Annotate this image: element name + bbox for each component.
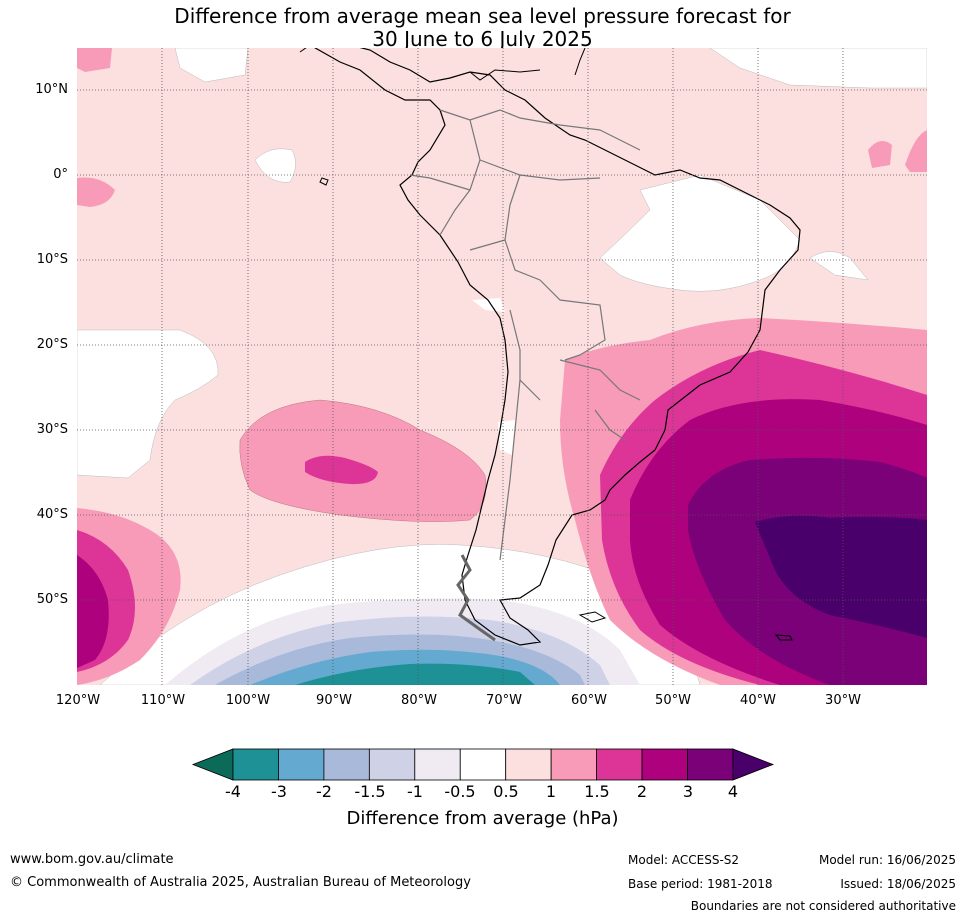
map-title-line-1: Difference from average mean sea level p… xyxy=(174,4,791,28)
country-borders-north xyxy=(409,129,641,191)
lon-label-50w: 50°W xyxy=(655,693,691,708)
caribbean-coastline xyxy=(299,48,586,81)
anomaly-band-above-4-atlantic xyxy=(755,515,927,638)
model-label: Model: ACCESS-S2 xyxy=(628,853,740,867)
south-america-coastline xyxy=(314,48,801,646)
lon-label-110w: 110°W xyxy=(140,693,186,708)
colorbar-swatch xyxy=(596,748,643,781)
map-title-line-2: 30 June to 6 July 2025 xyxy=(372,27,593,51)
colorbar-tick: 1.5 xyxy=(584,782,610,801)
issued-label: Issued: 18/06/2025 xyxy=(840,877,956,891)
neutral-region-west-pacific xyxy=(77,329,219,479)
colorbar-tick: -1.5 xyxy=(354,782,386,801)
copyright-text: © Commonwealth of Australia 2025, Austra… xyxy=(10,875,471,890)
graticule xyxy=(77,48,927,685)
colorbar-tick: -2 xyxy=(316,782,332,801)
colorbar-swatch xyxy=(414,748,461,781)
lon-label-80w: 80°W xyxy=(401,693,437,708)
colorbar-swatch xyxy=(641,748,688,781)
colorbar-swatch xyxy=(505,748,552,781)
colorbar-swatch xyxy=(368,748,416,781)
lat-label-50s: 50°S xyxy=(36,592,68,607)
lat-label-10n: 10°N xyxy=(35,82,68,97)
galapagos-islands xyxy=(319,177,329,186)
anomaly-band-minus-4-minus-3 xyxy=(295,663,535,685)
colorbar-tick: 4 xyxy=(727,782,739,801)
lon-label-120w: 120°W xyxy=(55,693,101,708)
model-run-label: Model run: 16/06/2025 xyxy=(818,853,956,867)
neutral-region-pacific xyxy=(254,148,296,183)
lon-label-100w: 100°W xyxy=(225,693,271,708)
colorbar-tick: -3 xyxy=(271,782,287,801)
anomaly-band-1-1.5-pacific xyxy=(239,399,487,522)
colorbar-swatch xyxy=(687,748,734,781)
lat-label-20s: 20°S xyxy=(36,337,68,352)
lon-label-70w: 70°W xyxy=(486,693,522,708)
colorbar-tick: 3 xyxy=(682,782,694,801)
lon-label-90w: 90°W xyxy=(316,693,352,708)
colorbar-tick: 0.5 xyxy=(493,782,519,801)
neutral-region-atlantic xyxy=(809,251,869,281)
lat-label-30s: 30°S xyxy=(36,422,68,437)
pressure-anomaly-field xyxy=(77,48,927,685)
colorbar-swatch xyxy=(323,748,370,781)
colorbar-extend-low xyxy=(191,748,234,781)
colorbar-swatch xyxy=(550,748,598,781)
anomaly-band-2-3-west xyxy=(77,555,109,668)
colorbar-swatch xyxy=(232,748,279,781)
anomaly-band-1.5-2-pacific xyxy=(305,455,378,485)
colorbar-title: Difference from average (hPa) xyxy=(346,808,619,829)
base-period-label: Base period: 1981-2018 xyxy=(628,877,773,891)
colorbar-swatch xyxy=(278,748,325,781)
anomaly-band-1-1.5-east-2 xyxy=(905,130,927,172)
colorbar-extend-high xyxy=(732,748,775,781)
website-link[interactable]: www.bom.gov.au/climate xyxy=(10,852,174,867)
colorbar xyxy=(191,748,775,781)
south-georgia xyxy=(774,634,793,641)
colorbar-tick: -0.5 xyxy=(444,782,476,801)
chile-fjords xyxy=(456,554,496,642)
lon-label-60w: 60°W xyxy=(571,693,607,708)
lon-label-40w: 40°W xyxy=(740,693,776,708)
neutral-region-chile xyxy=(498,420,515,455)
anomaly-band-1-1.5-east-1 xyxy=(868,141,892,168)
anomaly-band-1-1.5-northwest xyxy=(77,48,112,72)
anomaly-band-1-1.5-west-equator xyxy=(77,177,115,207)
lat-label-0: 0° xyxy=(53,167,68,182)
lat-label-40s: 40°S xyxy=(36,507,68,522)
neutral-region-brazil xyxy=(599,174,801,292)
lat-label-10s: 10°S xyxy=(36,252,68,267)
neutral-region-north xyxy=(174,48,249,83)
colorbar-tick: 1 xyxy=(545,782,557,801)
colorbar-tick: -1 xyxy=(407,782,423,801)
falkland-islands xyxy=(578,611,607,623)
disclaimer-text: Boundaries are not considered authoritat… xyxy=(690,899,956,913)
neutral-region-northeast xyxy=(709,48,927,89)
colorbar-swatch xyxy=(459,748,507,781)
colorbar-tick: 2 xyxy=(636,782,648,801)
colorbar-tick: -4 xyxy=(225,782,241,801)
neutral-region-andes xyxy=(472,298,505,312)
lon-label-30w: 30°W xyxy=(825,693,861,708)
